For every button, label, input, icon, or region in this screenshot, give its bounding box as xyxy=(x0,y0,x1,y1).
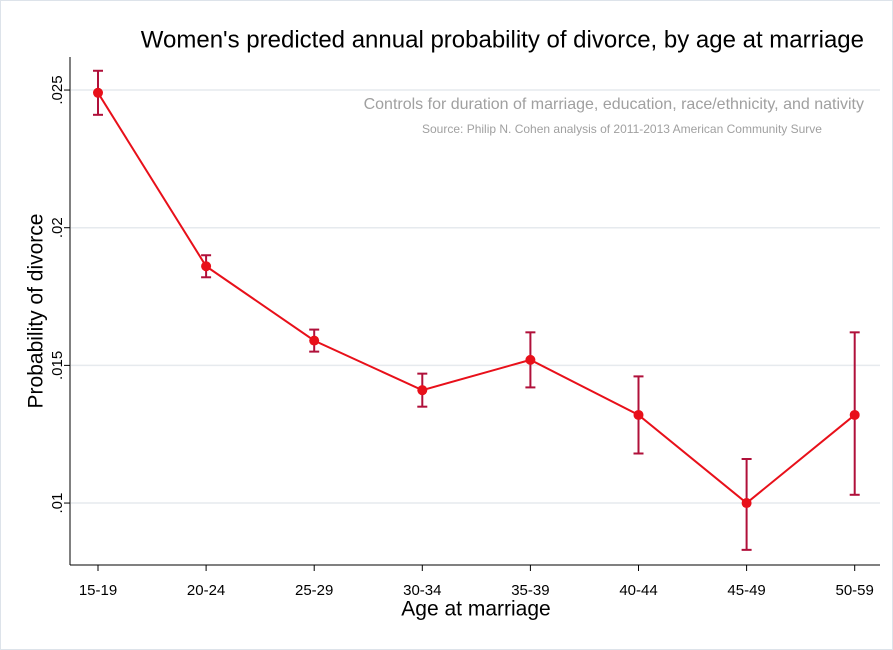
point xyxy=(849,409,860,420)
y-tick-label: .02 xyxy=(49,217,66,238)
x-tick-label: 45-49 xyxy=(727,582,765,599)
point xyxy=(741,498,752,509)
x-tick-label: 15-19 xyxy=(79,582,117,599)
point xyxy=(633,409,644,420)
y-axis-title: Probability of divorce xyxy=(25,214,48,409)
x-tick-label: 50-59 xyxy=(836,582,874,599)
x-tick-label: 25-29 xyxy=(295,582,333,599)
chart-title: Women's predicted annual probability of … xyxy=(141,26,864,53)
y-tick-label: .025 xyxy=(49,75,66,104)
x-tick-label: 35-39 xyxy=(511,582,549,599)
x-axis-title: Age at marriage xyxy=(401,598,550,621)
x-tick-label: 20-24 xyxy=(187,582,225,599)
y-tick-label: .01 xyxy=(49,493,66,514)
point xyxy=(93,87,103,98)
point xyxy=(309,335,320,346)
point xyxy=(201,261,212,272)
y-tick-label: .015 xyxy=(49,351,66,380)
x-tick-label: 30-34 xyxy=(403,582,441,599)
point xyxy=(525,354,536,365)
x-tick-label: 40-44 xyxy=(619,582,657,599)
source-note: Source: Philip N. Cohen analysis of 2011… xyxy=(422,122,822,136)
line xyxy=(97,92,856,505)
subtitle: Controls for duration of marriage, educa… xyxy=(364,96,864,113)
point xyxy=(417,385,428,396)
